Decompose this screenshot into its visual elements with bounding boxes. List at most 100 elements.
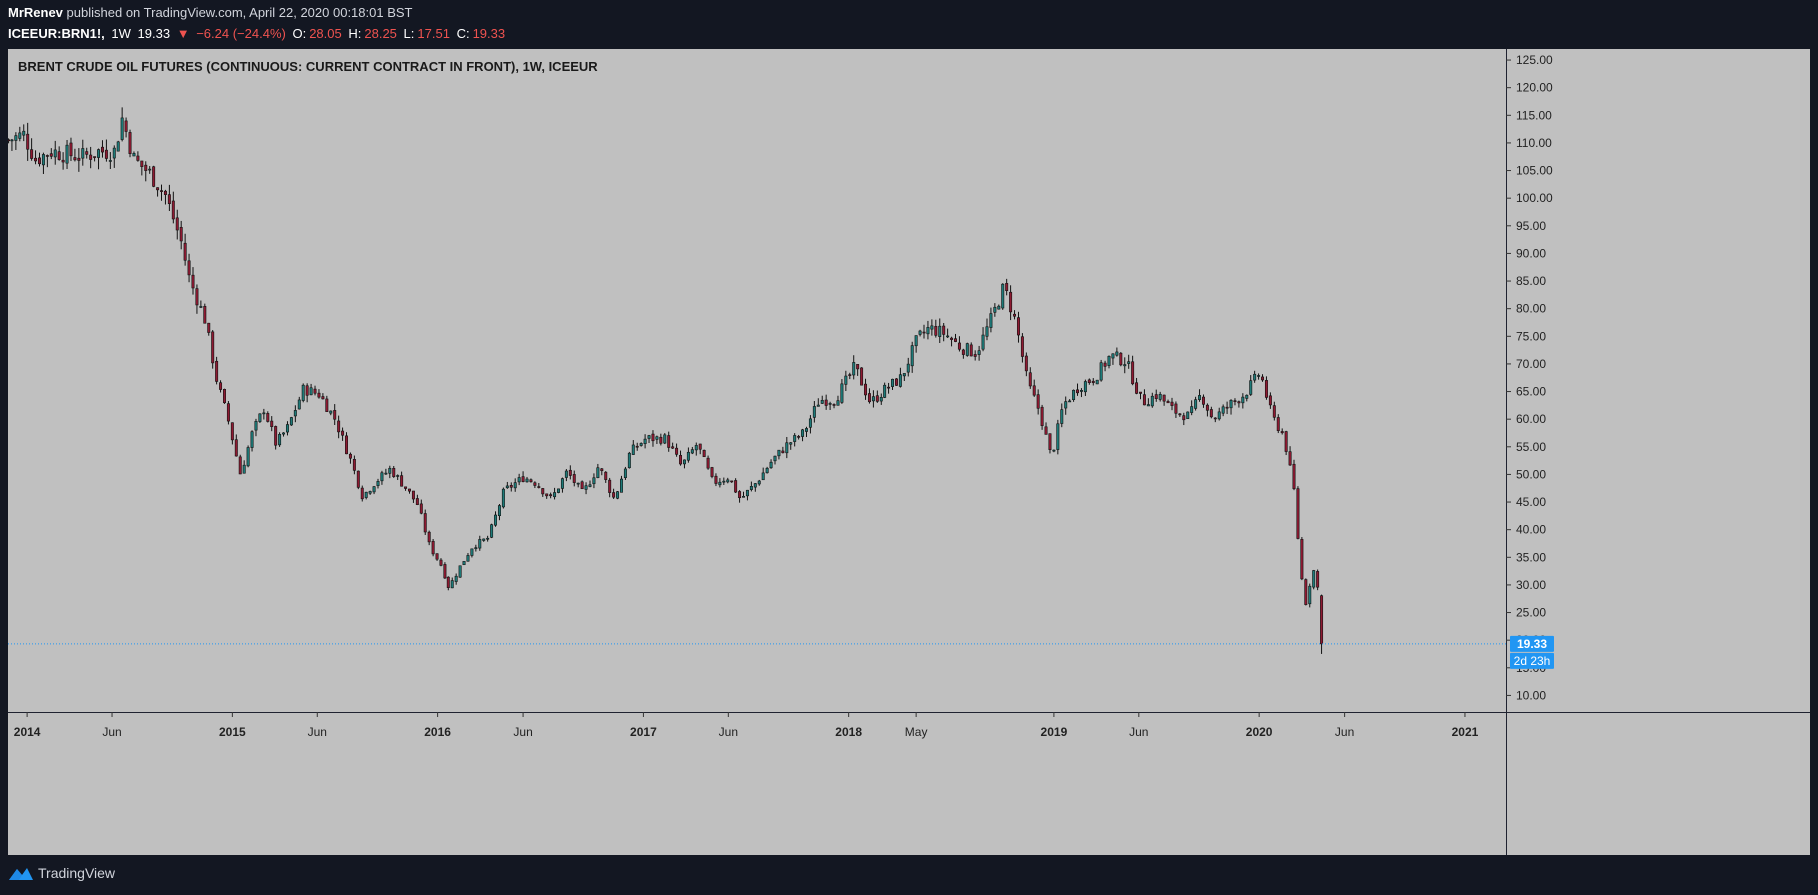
- candle-body: [348, 453, 352, 459]
- candle-body: [124, 120, 128, 132]
- symbol-line: ICEEUR:BRN1!, 1W 19.33 ▼ −6.24 (−24.4%) …: [8, 26, 508, 41]
- candle-body: [1276, 417, 1280, 431]
- y-tick-label: 105.00: [1516, 164, 1553, 178]
- y-tick-label: 10.00: [1516, 688, 1546, 702]
- candle-body: [1261, 376, 1264, 381]
- x-tick-label: May: [905, 725, 928, 739]
- candle-body: [1072, 389, 1076, 400]
- candle-body: [584, 485, 588, 490]
- tradingview-logo-icon[interactable]: [8, 864, 34, 882]
- candle-body: [781, 450, 785, 454]
- candle-body: [285, 424, 289, 433]
- candle-body: [266, 413, 270, 422]
- chart-pane[interactable]: 10.0015.0020.0025.0030.0035.0040.0045.00…: [8, 49, 1810, 855]
- candle-body: [26, 133, 30, 150]
- author-name[interactable]: MrRenev: [8, 5, 63, 20]
- candle-body: [549, 494, 553, 497]
- candle-body: [1016, 317, 1020, 336]
- candle-body: [1013, 313, 1017, 317]
- candle-body: [1162, 394, 1166, 402]
- open-value: 28.05: [309, 26, 342, 41]
- candle-body: [1182, 415, 1186, 421]
- candle-body: [45, 155, 49, 157]
- candle-body: [1044, 426, 1048, 435]
- candle-body: [116, 141, 120, 152]
- candle-body: [486, 537, 490, 540]
- candle-body: [714, 475, 718, 484]
- candle-body: [120, 117, 124, 140]
- candle-body: [1316, 571, 1320, 588]
- high-label: H:: [348, 26, 362, 41]
- x-tick-label: Jun: [102, 725, 121, 739]
- candle-body: [1264, 380, 1268, 398]
- candle-body: [1068, 400, 1072, 403]
- price-chart[interactable]: 10.0015.0020.0025.0030.0035.0040.0045.00…: [8, 49, 1810, 855]
- candle-body: [179, 227, 183, 242]
- candle-body: [521, 476, 525, 482]
- candle-body: [816, 404, 820, 407]
- interval-label: 1W: [111, 26, 131, 41]
- candle-body: [199, 306, 203, 308]
- candle-body: [1131, 361, 1135, 385]
- candle-body: [612, 492, 616, 498]
- candle-body: [175, 217, 179, 231]
- candle-body: [965, 343, 969, 356]
- candle-body: [1040, 406, 1044, 427]
- tradingview-brand[interactable]: TradingView: [38, 865, 116, 881]
- y-tick-label: 90.00: [1516, 246, 1546, 260]
- candle-body: [368, 491, 372, 494]
- candle-body: [898, 374, 902, 387]
- candle-body: [871, 396, 875, 402]
- x-tick-label: 2020: [1246, 725, 1273, 739]
- candle-body: [305, 385, 309, 396]
- open-label: O:: [292, 26, 307, 41]
- candle-body: [384, 472, 388, 475]
- candle-body: [1288, 451, 1292, 466]
- candle-body: [789, 442, 793, 445]
- candle-body: [777, 449, 781, 457]
- last-price-label: 19.33: [1517, 637, 1547, 651]
- candle-body: [274, 426, 278, 446]
- high-value: 28.25: [364, 26, 397, 41]
- candle-body: [1272, 405, 1276, 418]
- candle-body: [690, 449, 694, 454]
- candle-body: [30, 149, 34, 159]
- candle-body: [128, 132, 132, 154]
- candle-body: [682, 459, 686, 465]
- candle-body: [769, 461, 773, 469]
- candle-body: [321, 396, 325, 400]
- candle-body: [659, 436, 663, 444]
- candle-body: [443, 564, 447, 579]
- candle-body: [1320, 595, 1324, 645]
- candle-body: [419, 503, 423, 514]
- candle-body: [1111, 353, 1115, 359]
- candle-body: [1253, 373, 1257, 381]
- candle-body: [513, 482, 517, 489]
- candle-body: [1009, 291, 1013, 313]
- y-tick-label: 70.00: [1516, 357, 1546, 371]
- candle-body: [490, 524, 494, 538]
- candle-body: [41, 154, 45, 166]
- candle-body: [1170, 401, 1174, 406]
- y-tick-label: 75.00: [1516, 329, 1546, 343]
- candle-body: [341, 430, 345, 436]
- y-tick-label: 120.00: [1516, 81, 1553, 95]
- candle-body: [8, 139, 11, 142]
- candle-body: [533, 482, 537, 486]
- candle-body: [820, 399, 824, 404]
- candle-body: [1217, 411, 1221, 420]
- candle-body: [10, 139, 14, 142]
- candle-body: [576, 482, 580, 485]
- candle-body: [801, 429, 805, 437]
- candle-body: [1300, 539, 1304, 580]
- candle-body: [258, 413, 262, 422]
- candle-body: [144, 164, 148, 171]
- candle-body: [698, 443, 702, 450]
- last-price: 19.33: [137, 26, 171, 41]
- candle-body: [793, 435, 797, 442]
- candle-body: [604, 471, 608, 480]
- candle-body: [572, 474, 576, 483]
- candle-body: [93, 156, 97, 158]
- candle-body: [1241, 396, 1245, 404]
- candle-body: [289, 417, 293, 426]
